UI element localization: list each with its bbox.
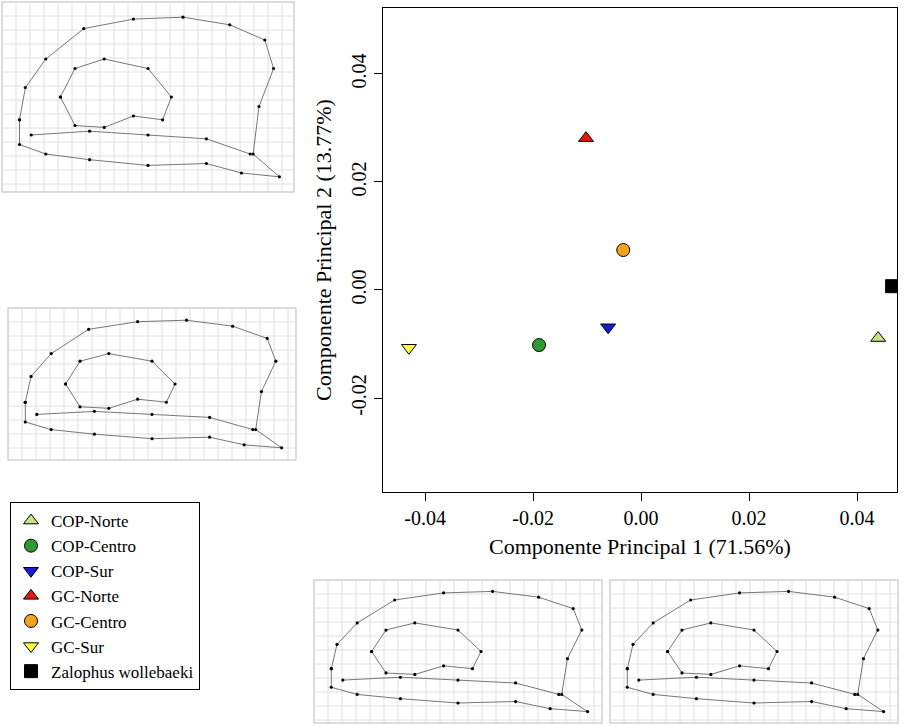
svg-text:-0.02: -0.02 bbox=[348, 374, 370, 416]
svg-text:COP-Sur: COP-Sur bbox=[51, 562, 114, 581]
svg-text:COP-Norte: COP-Norte bbox=[51, 512, 128, 531]
svg-text:-0.02: -0.02 bbox=[512, 507, 554, 529]
svg-text:Componente Principal 2 (13.77%: Componente Principal 2 (13.77%) bbox=[311, 99, 336, 401]
svg-text:Zalophus wollebaeki: Zalophus wollebaeki bbox=[51, 663, 193, 682]
svg-text:0.02: 0.02 bbox=[732, 507, 767, 529]
svg-text:0.04: 0.04 bbox=[348, 53, 370, 88]
svg-text:COP-Centro: COP-Centro bbox=[51, 537, 136, 556]
svg-text:Componente Principal 1 (71.56%: Componente Principal 1 (71.56%) bbox=[489, 534, 791, 559]
svg-text:GC-Centro: GC-Centro bbox=[51, 613, 127, 632]
svg-text:0.04: 0.04 bbox=[840, 507, 875, 529]
svg-text:GC-Norte: GC-Norte bbox=[51, 587, 119, 606]
svg-text:GC-Sur: GC-Sur bbox=[51, 638, 104, 657]
svg-text:0.00: 0.00 bbox=[624, 507, 659, 529]
svg-text:-0.04: -0.04 bbox=[404, 507, 446, 529]
svg-text:0.02: 0.02 bbox=[348, 161, 370, 196]
svg-text:0.00: 0.00 bbox=[348, 269, 370, 304]
